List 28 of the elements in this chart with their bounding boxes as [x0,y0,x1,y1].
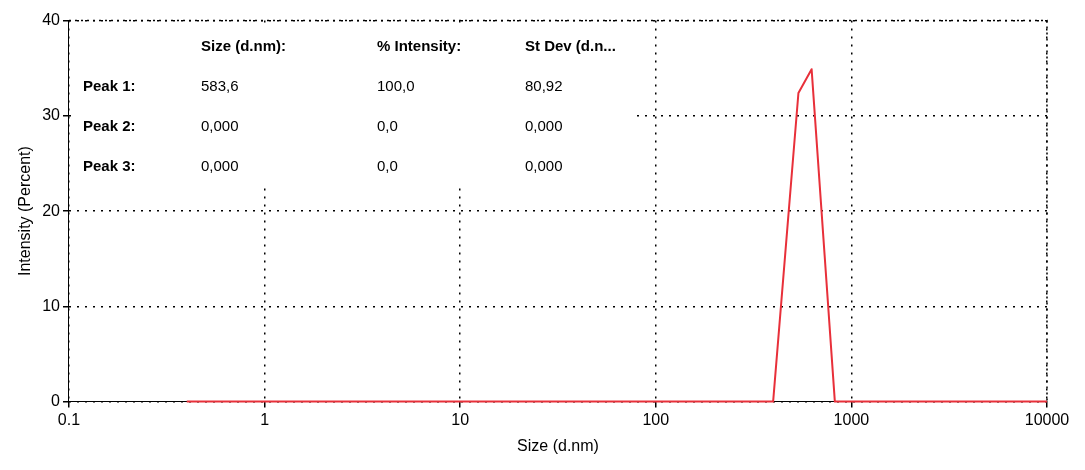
annotation: 80,92 [525,76,563,94]
x-tick-label: 1 [260,410,270,428]
y-tick-label: 0 [51,392,61,410]
y-tick-label: 10 [42,296,61,314]
y-tick-label: 20 [42,201,61,219]
annotation: 100,0 [377,76,415,94]
annotation: 0,0 [377,116,398,134]
annotation: 583,6 [201,76,239,94]
annotation: % Intensity: [377,36,462,54]
y-axis-title: Intensity (Percent) [16,146,34,277]
x-tick-label: 100 [642,410,670,428]
y-tick-label: 40 [42,11,61,29]
annotation: Peak 2: [83,116,136,134]
x-axis-title: Size (d.nm) [517,436,599,454]
annotation: 0,000 [201,116,239,134]
y-tick-label: 30 [42,106,61,124]
annotation: Size (d.nm): [201,36,286,54]
annotation: Peak 3: [83,156,136,174]
x-tick-label: 0.1 [57,410,81,428]
annotation: Peak 1: [83,76,136,94]
x-tick-label: 10 [451,410,470,428]
annotation: 0,000 [525,116,563,134]
x-tick-label: 1000 [833,410,870,428]
annotation: St Dev (d.n... [525,36,616,54]
annotation: 0,000 [525,156,563,174]
annotation: 0,000 [201,156,239,174]
annotation: 0,0 [377,156,398,174]
x-tick-label: 10000 [1024,410,1070,428]
